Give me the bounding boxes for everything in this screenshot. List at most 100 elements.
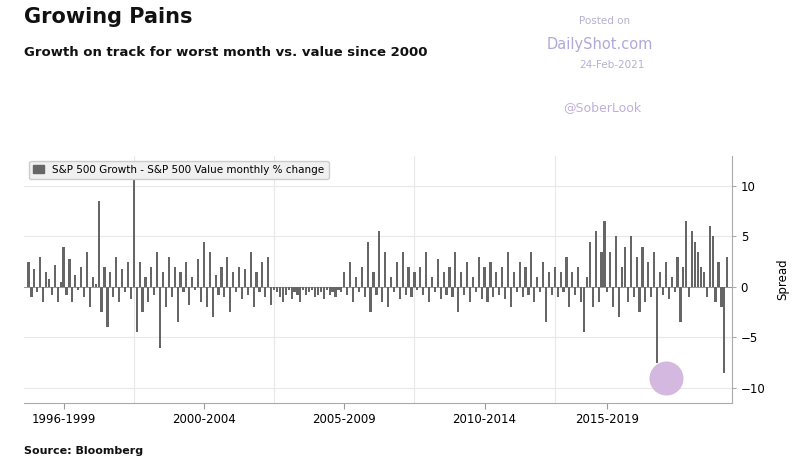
Bar xyxy=(658,272,660,287)
Text: Growth on track for worst month vs. value since 2000: Growth on track for worst month vs. valu… xyxy=(24,46,427,59)
Bar xyxy=(524,267,526,287)
Bar xyxy=(707,226,710,287)
Bar xyxy=(398,287,401,299)
Bar xyxy=(145,277,146,287)
Bar xyxy=(129,287,132,299)
Bar xyxy=(138,262,141,287)
Bar xyxy=(638,287,640,312)
Bar xyxy=(714,287,715,302)
Bar xyxy=(363,287,365,297)
Bar xyxy=(279,287,281,297)
Bar xyxy=(614,236,617,287)
Bar xyxy=(626,287,628,302)
Bar xyxy=(349,262,351,287)
Bar xyxy=(88,287,91,307)
Bar xyxy=(120,269,123,287)
Bar xyxy=(343,272,345,287)
Bar xyxy=(247,287,249,295)
Bar xyxy=(150,267,153,287)
Bar xyxy=(147,287,149,302)
Bar xyxy=(541,262,544,287)
Bar xyxy=(430,277,433,287)
Bar xyxy=(27,262,30,287)
Bar xyxy=(86,251,88,287)
Bar xyxy=(468,287,471,302)
Bar xyxy=(679,287,681,322)
Bar xyxy=(220,267,222,287)
Bar xyxy=(643,287,646,302)
Bar xyxy=(562,287,564,292)
Bar xyxy=(214,275,217,287)
Bar xyxy=(200,287,202,302)
Bar xyxy=(267,256,269,287)
Text: 24-Feb-2021: 24-Feb-2021 xyxy=(578,60,643,71)
Bar xyxy=(605,287,608,292)
Bar xyxy=(173,267,176,287)
Bar xyxy=(556,287,558,297)
Bar xyxy=(127,262,128,287)
Bar xyxy=(153,287,155,295)
Bar xyxy=(322,287,324,299)
Bar xyxy=(42,287,44,302)
Bar xyxy=(389,277,392,287)
Bar xyxy=(372,272,374,287)
Bar xyxy=(287,287,289,290)
Bar xyxy=(512,272,514,287)
Text: Growing Pains: Growing Pains xyxy=(24,7,193,27)
Bar xyxy=(585,277,587,287)
Bar xyxy=(243,269,246,287)
Bar xyxy=(410,287,412,297)
Bar xyxy=(36,287,39,292)
Bar xyxy=(381,287,383,302)
Bar xyxy=(457,287,459,312)
Bar xyxy=(442,272,444,287)
Bar xyxy=(354,277,357,287)
Bar xyxy=(418,267,421,287)
Bar xyxy=(439,287,442,299)
Bar xyxy=(112,287,114,297)
Bar xyxy=(466,262,467,287)
Bar xyxy=(334,287,336,297)
Bar xyxy=(682,267,683,287)
Bar xyxy=(425,251,426,287)
Bar xyxy=(305,287,307,295)
Bar xyxy=(118,287,120,302)
Bar xyxy=(325,287,328,290)
Bar xyxy=(448,267,450,287)
Bar xyxy=(161,272,164,287)
Bar xyxy=(474,287,476,292)
Bar xyxy=(249,251,251,287)
Bar xyxy=(63,246,64,287)
Bar xyxy=(483,267,485,287)
Bar xyxy=(165,287,167,307)
Bar xyxy=(311,287,313,290)
Bar xyxy=(51,287,53,295)
Bar xyxy=(345,287,348,295)
Bar xyxy=(369,287,371,312)
Bar xyxy=(375,287,377,295)
Bar xyxy=(518,262,520,287)
Bar xyxy=(33,269,35,287)
Bar xyxy=(620,267,622,287)
Bar xyxy=(281,287,283,302)
Bar xyxy=(670,277,672,287)
Bar xyxy=(308,287,310,292)
Bar xyxy=(74,275,76,287)
Bar xyxy=(115,256,117,287)
Bar xyxy=(132,171,135,287)
Bar xyxy=(489,262,491,287)
Bar xyxy=(232,272,234,287)
Bar xyxy=(661,287,663,295)
Bar xyxy=(450,287,453,297)
Bar xyxy=(530,251,532,287)
Bar xyxy=(185,262,187,287)
Bar xyxy=(427,287,430,302)
Bar xyxy=(229,287,231,312)
Bar xyxy=(445,287,447,295)
Bar xyxy=(416,287,418,290)
Bar xyxy=(106,287,108,327)
Bar xyxy=(591,287,593,307)
Bar xyxy=(328,287,330,295)
Bar xyxy=(252,287,255,307)
Bar xyxy=(290,287,292,299)
